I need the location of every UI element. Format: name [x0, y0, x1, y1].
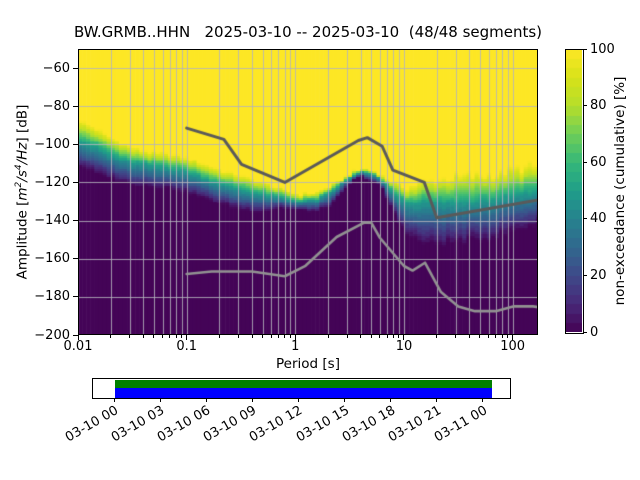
x-tick-label: 1: [291, 339, 300, 354]
x-axis-minor-tick: [479, 335, 481, 338]
x-axis-minor-tick: [455, 335, 457, 338]
colorbar-tick: [583, 274, 587, 276]
timeline-coverage-blue: [115, 388, 492, 398]
x-axis-minor-tick: [153, 335, 155, 338]
y-tick-label: −160: [34, 251, 70, 267]
timeline-tick: [205, 398, 207, 402]
colorbar-tick-label: 40: [590, 211, 607, 227]
x-axis-minor-tick: [284, 335, 286, 338]
x-axis-minor-tick: [262, 335, 264, 338]
x-axis-minor-tick: [169, 335, 171, 338]
x-tick-label: 100: [500, 339, 526, 354]
x-axis-minor-tick: [251, 335, 253, 338]
y-tick-label: −180: [34, 289, 70, 305]
x-axis-minor-tick: [181, 335, 183, 338]
x-tick-label: 10: [395, 339, 413, 354]
y-axis-tick: [73, 67, 78, 69]
colorbar-tick-label: 20: [590, 267, 607, 283]
x-tick-label: 0.01: [63, 339, 93, 354]
x-axis-minor-tick: [436, 335, 438, 338]
x-axis-minor-tick: [386, 335, 388, 338]
x-axis-tick: [512, 335, 514, 340]
colorbar-tick: [583, 161, 587, 163]
timeline-tick: [482, 398, 484, 402]
colorbar-tick: [583, 48, 587, 50]
x-axis-minor-tick: [270, 335, 272, 338]
colorbar-canvas: [565, 49, 582, 332]
x-axis-minor-tick: [289, 335, 291, 338]
x-axis-label: Period [s]: [276, 356, 340, 372]
x-axis-minor-tick: [129, 335, 131, 338]
colorbar-tick-label: 80: [590, 98, 607, 114]
x-axis-tick: [403, 335, 405, 340]
y-axis-tick: [73, 220, 78, 222]
y-axis-tick: [73, 258, 78, 260]
x-axis-tick: [186, 335, 188, 340]
timeline-tick: [390, 398, 392, 402]
colorbar-tick-label: 60: [590, 154, 607, 170]
timeline-tick: [436, 398, 438, 402]
x-axis-tick: [294, 335, 296, 340]
y-axis-tick: [73, 296, 78, 298]
x-axis-minor-tick: [142, 335, 144, 338]
timeline-tick: [297, 398, 299, 402]
timeline-tick: [159, 398, 161, 402]
x-axis-minor-tick: [360, 335, 362, 338]
colorbar-tick: [583, 218, 587, 220]
y-tick-label: −60: [42, 60, 70, 76]
y-tick-label: −200: [34, 327, 70, 343]
timeline-tick: [251, 398, 253, 402]
x-axis-minor-tick: [468, 335, 470, 338]
ppsd-heatmap-canvas: [78, 49, 538, 335]
x-axis-minor-tick: [507, 335, 509, 338]
x-axis-minor-tick: [346, 335, 348, 338]
colorbar-tick-label: 100: [590, 41, 615, 57]
chart-title: BW.GRMB..HHN 2025-03-10 -- 2025-03-10 (4…: [73, 23, 543, 41]
timeline-tick: [344, 398, 345, 402]
y-tick-label: −140: [34, 213, 70, 229]
x-tick-label: 0.1: [176, 339, 197, 354]
x-axis-minor-tick: [379, 335, 381, 338]
x-axis-minor-tick: [327, 335, 329, 338]
y-tick-label: −100: [34, 136, 70, 152]
y-tick-label: −80: [42, 98, 70, 114]
y-axis-tick: [73, 105, 78, 107]
y-axis-tick: [73, 143, 78, 145]
x-axis-minor-tick: [175, 335, 177, 338]
timeline-box: [92, 378, 511, 399]
timeline-coverage-green: [115, 380, 492, 388]
x-axis-minor-tick: [398, 335, 400, 338]
x-axis-minor-tick: [370, 335, 372, 338]
timeline-tick: [113, 398, 115, 402]
x-axis-minor-tick: [277, 335, 279, 338]
y-tick-label: −120: [34, 174, 70, 190]
colorbar-tick: [583, 331, 587, 333]
x-axis-minor-tick: [162, 335, 164, 338]
y-axis-tick: [73, 334, 78, 336]
x-axis-minor-tick: [110, 335, 112, 338]
colorbar-tick-label: 0: [590, 324, 599, 340]
x-axis-minor-tick: [488, 335, 490, 338]
x-axis-minor-tick: [501, 335, 503, 338]
x-axis-minor-tick: [237, 335, 239, 338]
y-axis-tick: [73, 181, 78, 183]
x-axis-minor-tick: [495, 335, 497, 338]
colorbar-tick: [583, 105, 587, 107]
x-axis-minor-tick: [392, 335, 394, 338]
x-axis-minor-tick: [218, 335, 220, 338]
x-axis-tick: [77, 335, 79, 340]
